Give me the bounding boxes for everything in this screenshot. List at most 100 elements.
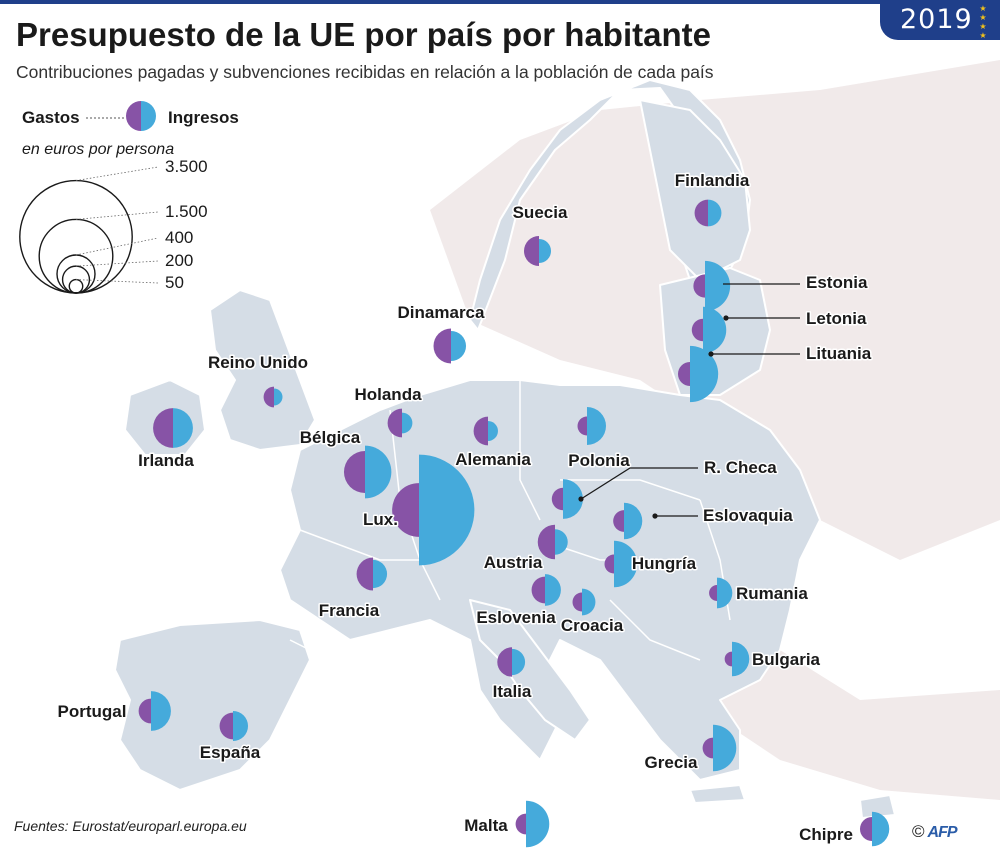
bubble-holanda (387, 408, 413, 438)
copyright: © AFP (912, 822, 958, 842)
bubble-spending-half (551, 487, 563, 511)
bubble-income-half (713, 724, 737, 772)
bubble-spending-half (515, 813, 526, 835)
bubble-spending-half (138, 698, 151, 724)
bubble-income-half (624, 502, 643, 540)
bubble-spending-half (153, 408, 173, 448)
year-badge: 2019 ★ ★ ★ ★ (880, 0, 1000, 40)
chart-title: Presupuesto de la UE por país por habita… (16, 16, 711, 53)
label-irlanda: Irlanda (138, 451, 194, 470)
bubble-spending-half (523, 235, 539, 267)
bubble-income-half (717, 577, 733, 609)
bubble-spending-half (702, 737, 713, 759)
bubble-income-half (614, 540, 638, 588)
bubble-spending-half (677, 361, 690, 387)
label-rumania: Rumania (736, 584, 808, 603)
label-italia: Italia (493, 682, 532, 701)
leader-lines (578, 283, 800, 519)
bubble-income-half (705, 260, 731, 312)
bubble-income-half (488, 421, 498, 441)
legend-spending-label: Gastos (22, 108, 80, 127)
bubble-spending-half (691, 318, 703, 342)
bubble-spending-half (709, 585, 717, 601)
bubble-estonia (693, 260, 731, 312)
eu-stars-icon: ★ ★ ★ ★ (979, 4, 987, 40)
bubble-income-half (233, 710, 249, 742)
year-badge-text: 2019 (900, 4, 973, 35)
country-labels: Finlandia Suecia Estonia Letonia Lituania Din… (56, 170, 873, 846)
bubble-r-checa (551, 479, 583, 519)
bubble-lituania (677, 345, 719, 403)
bubble-income-half (526, 800, 550, 848)
bubble-income-half (732, 641, 750, 677)
bubble-income-half (173, 408, 193, 448)
bubble-income-half (703, 306, 727, 354)
leader-dot-letonia (723, 315, 729, 321)
country-bubbles (138, 199, 890, 848)
bubble-eslovenia (531, 574, 561, 606)
bubble-chipre (859, 811, 890, 847)
land-italy-boot (469, 599, 591, 741)
legend-value-1-500: 1.500 (165, 202, 208, 221)
leader-dot-r-checa (578, 496, 584, 502)
chart-subtitle: Contribuciones pagadas y subvenciones re… (16, 62, 714, 82)
bubble-spending-half (497, 647, 512, 677)
leader-dot-lituania (708, 351, 714, 357)
bubble-income-half (539, 238, 552, 264)
bubble-belgica (343, 445, 392, 499)
bubble-spending-half (531, 576, 545, 604)
label-grecia: Grecia (645, 753, 698, 772)
bubble-reino-unido (263, 386, 283, 408)
bubble-income-half (582, 588, 596, 616)
bubble-eslovaquia (613, 502, 643, 540)
bubble-spending-half (572, 592, 582, 612)
bubble-income-half (451, 330, 467, 362)
bubble-spending-half (613, 510, 624, 532)
legend-circle-400 (56, 254, 96, 294)
label-lux: Lux. (363, 510, 398, 529)
bubble-hungria (604, 540, 638, 588)
land-britain (209, 289, 316, 451)
legend-value-3-500: 3.500 (165, 157, 208, 176)
label-austria: Austria (484, 553, 543, 572)
copyright-symbol: © (912, 822, 925, 841)
bubble-spending-half (859, 816, 872, 842)
bubble-spending-half (693, 274, 705, 298)
bubble-irlanda (153, 408, 193, 448)
label-reino-unido: Reino Unido (208, 353, 308, 372)
bubble-italia (497, 647, 526, 677)
bubble-income-half (555, 529, 568, 555)
bubble-suecia (523, 235, 552, 267)
legend-unit: en euros por persona (22, 141, 174, 158)
legend-circle-3-500 (19, 179, 133, 294)
bubble-spending-half (724, 651, 732, 667)
land-cyprus (859, 794, 896, 819)
legend-circle-50 (68, 278, 84, 294)
legend-guide-200 (75, 260, 159, 267)
label-chipre: Chipre (799, 825, 853, 844)
bubble-rumania (709, 577, 733, 609)
bubble-spending-half (356, 557, 373, 591)
legend-income-label: Ingresos (168, 108, 239, 127)
label-lituania: Lituania (806, 344, 872, 363)
bubble-spending-half (392, 483, 419, 537)
legend-guide-400 (75, 237, 159, 256)
bubble-spending-half (537, 524, 555, 560)
label-suecia: Suecia (513, 203, 568, 222)
legend-value-50: 50 (165, 273, 184, 292)
label-espana: España (200, 743, 261, 762)
label-malta: Malta (464, 816, 508, 835)
label-eslovaquia: Eslovaquia (703, 506, 793, 525)
legend-value-200: 200 (165, 251, 193, 270)
bubble-espana (219, 710, 249, 742)
legend-income-half (141, 101, 156, 131)
legend-guide-1-500 (75, 211, 159, 220)
bubble-portugal (138, 691, 171, 731)
bubble-finlandia (694, 199, 722, 227)
bubble-income-half (587, 407, 606, 445)
label-polonia: Polonia (568, 451, 630, 470)
bubble-grecia (702, 724, 737, 772)
land-iberia (114, 619, 311, 791)
bubble-spending-half (219, 712, 233, 740)
legend-guide-3-500 (75, 166, 159, 181)
